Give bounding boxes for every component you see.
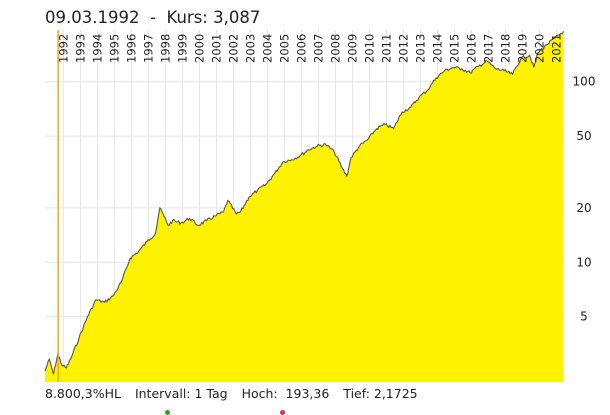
x-tick-label: 2016 — [465, 34, 479, 63]
x-tick-label: 2010 — [362, 34, 376, 63]
x-tick-label: 2011 — [379, 34, 393, 63]
price-label: Kurs: — [166, 8, 208, 27]
header-separator: - — [149, 8, 156, 27]
x-tick-label: 2004 — [260, 34, 274, 63]
x-tick-label: 1995 — [107, 34, 121, 63]
x-tick-label: 2012 — [396, 34, 410, 63]
cursor-date: 09.03.1992 — [45, 8, 140, 27]
x-tick-label: 2014 — [430, 34, 444, 63]
x-tick-label: 2018 — [499, 34, 513, 63]
x-tick-label: 1998 — [158, 34, 172, 63]
price-line — [44, 31, 565, 375]
x-tick-label: 2005 — [277, 34, 291, 63]
x-tick-label: 1997 — [141, 34, 155, 63]
x-tick-label: 2017 — [482, 34, 496, 63]
low-value: Tief: 2,1725 — [343, 386, 418, 401]
x-tick-label: 2013 — [413, 34, 427, 63]
chart-footer: 8.800,3%HL Intervall: 1 Tag Hoch: 193,36 Ti… — [45, 386, 432, 401]
x-tick-label: 1994 — [90, 34, 104, 63]
legend-dot — [280, 410, 285, 415]
x-tick-label: 2007 — [311, 34, 325, 63]
x-axis-labels: 1992 1993 1994 1995 1996 1997 1998 1999 2000 2001… — [56, 34, 563, 63]
y-tick-label: 5 — [580, 310, 588, 324]
legend-dot — [165, 410, 170, 415]
x-tick-label: 2021 — [550, 34, 564, 63]
high-value: Hoch: 193,36 — [241, 386, 330, 401]
x-tick-label: 1993 — [73, 34, 87, 63]
price-area — [45, 31, 564, 383]
x-tick-label: 2006 — [294, 34, 308, 63]
y-tick-label: 100 — [573, 75, 596, 89]
x-tick-label: 2019 — [516, 34, 530, 63]
y-tick-label: 50 — [576, 129, 591, 143]
x-tick-label: 2001 — [209, 34, 223, 63]
x-tick-label: 1996 — [124, 34, 138, 63]
x-tick-label: 2015 — [447, 34, 461, 63]
x-tick-label: 2000 — [192, 34, 206, 63]
x-tick-label: 1999 — [175, 34, 189, 63]
interval-label[interactable]: Intervall: 1 Tag — [134, 386, 228, 401]
x-tick-label: 2009 — [345, 34, 359, 63]
x-tick-label: 1992 — [56, 34, 70, 63]
y-axis-labels: 5 10 20 50 100 — [573, 75, 596, 324]
y-tick-label: 10 — [576, 255, 591, 269]
chart-header: 09.03.1992 - Kurs: 3,087 — [45, 8, 260, 27]
x-tick-label: 2002 — [226, 34, 240, 63]
x-tick-label: 2020 — [533, 34, 547, 63]
y-tick-label: 20 — [576, 201, 591, 215]
performance-value: 8.800,3%HL — [45, 386, 121, 401]
x-tick-label: 2003 — [243, 34, 257, 63]
price-value: 3,087 — [213, 8, 261, 27]
legend-strip — [45, 409, 605, 415]
x-tick-label: 2008 — [328, 34, 342, 63]
